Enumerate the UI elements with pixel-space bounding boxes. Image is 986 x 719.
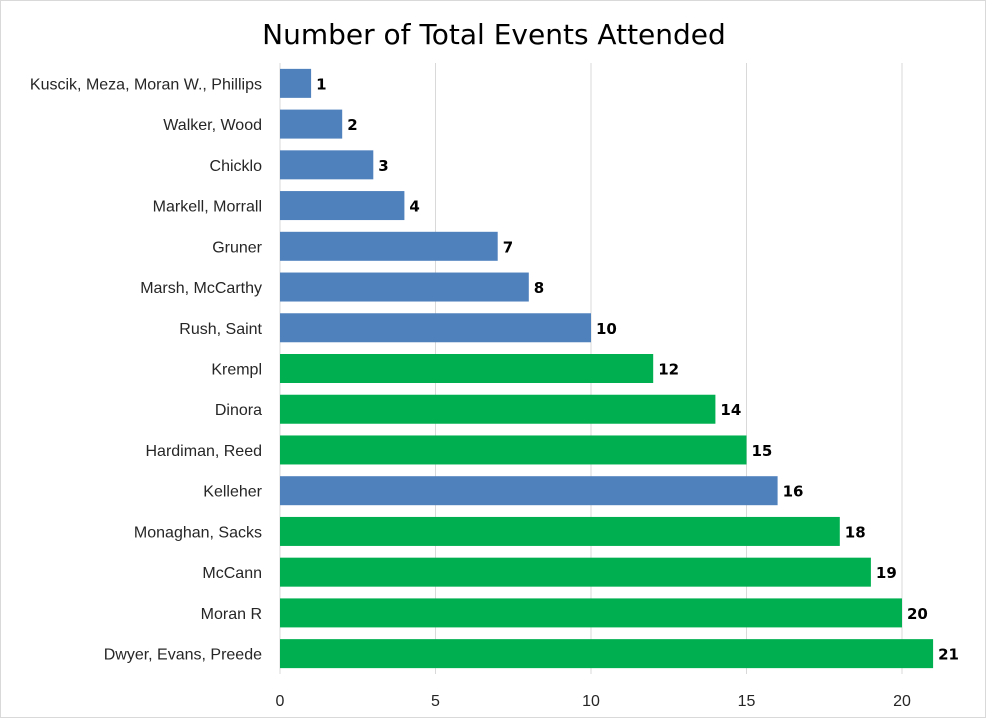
- bar: [280, 191, 405, 221]
- bar: [280, 476, 778, 506]
- data-label: 3: [378, 157, 388, 175]
- bar: [280, 394, 716, 424]
- data-label: 20: [907, 605, 928, 623]
- bar: [280, 150, 374, 180]
- data-label: 10: [596, 320, 617, 338]
- bar: [280, 639, 934, 669]
- data-label: 4: [409, 198, 419, 216]
- category-label: Moran R: [201, 606, 262, 623]
- bar: [280, 313, 591, 343]
- category-label: Kuscik, Meza, Moran W., Phillips: [30, 76, 262, 93]
- category-label: Dwyer, Evans, Preede: [104, 647, 262, 664]
- category-label: Chicklo: [210, 158, 263, 175]
- category-label: Marsh, McCarthy: [140, 280, 262, 297]
- bar: [280, 598, 902, 628]
- bars: [280, 68, 934, 669]
- data-label: 8: [534, 279, 544, 297]
- category-label: Krempl: [211, 362, 262, 379]
- x-tick-label: 15: [738, 693, 756, 710]
- data-label: 19: [876, 564, 897, 582]
- bar: [280, 435, 747, 465]
- data-label: 14: [720, 401, 741, 419]
- data-label: 16: [783, 483, 804, 501]
- category-label: Dinora: [215, 402, 262, 419]
- category-label: Walker, Wood: [163, 117, 262, 134]
- bar: [280, 272, 529, 302]
- x-axis-ticks: 0 5 10 15 20: [276, 693, 911, 710]
- bar: [280, 557, 871, 587]
- data-label: 1: [316, 75, 326, 93]
- bar: [280, 354, 654, 383]
- data-label: 15: [752, 442, 773, 460]
- category-label: Rush, Saint: [179, 321, 262, 338]
- bar: [280, 516, 840, 546]
- x-tick-label: 0: [276, 693, 285, 710]
- bar: [280, 109, 343, 139]
- data-label: 7: [503, 238, 513, 256]
- bar: [280, 68, 312, 98]
- data-label: 18: [845, 523, 866, 541]
- x-tick-label: 5: [431, 693, 440, 710]
- category-label: Kelleher: [203, 484, 262, 501]
- chart-title: Number of Total Events Attended: [262, 18, 726, 51]
- category-label: Gruner: [212, 239, 262, 256]
- data-label: 2: [347, 116, 357, 134]
- data-label: 21: [938, 646, 959, 664]
- category-label: Hardiman, Reed: [146, 443, 263, 460]
- x-tick-label: 20: [893, 693, 911, 710]
- x-tick-label: 10: [582, 693, 600, 710]
- category-label: McCann: [202, 565, 262, 582]
- category-label: Markell, Morrall: [153, 199, 262, 216]
- category-label: Monaghan, Sacks: [134, 524, 262, 541]
- bar: [280, 231, 498, 261]
- data-label: 12: [658, 361, 679, 379]
- category-labels: Kuscik, Meza, Moran W., Phillips Walker, …: [30, 76, 263, 663]
